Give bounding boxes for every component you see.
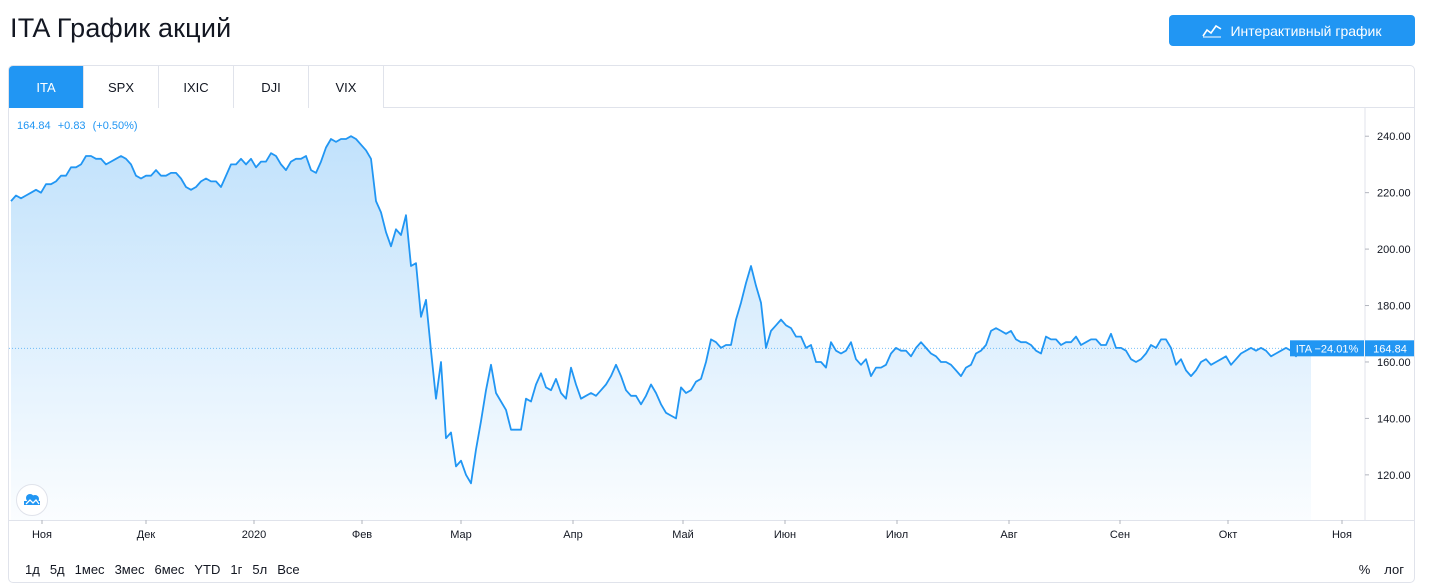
legend-change: +0.83: [57, 120, 86, 132]
x-tick-label: Июл: [886, 529, 908, 541]
page-title: ITA График акций: [10, 13, 232, 43]
y-tick-label: 180.00: [1377, 301, 1411, 313]
x-tick-label: Дек: [137, 529, 156, 541]
x-tick-label: Ноя: [1332, 529, 1352, 541]
y-tick-label: 200.00: [1377, 244, 1411, 256]
last-price-label: 164.84: [1373, 343, 1407, 355]
y-tick-label: 240.00: [1377, 131, 1411, 143]
symbol-tabs: ITA SPX IXIC DJI VIX: [9, 66, 1414, 108]
tab-spx[interactable]: SPX: [84, 66, 159, 108]
tab-vix[interactable]: VIX: [309, 66, 384, 108]
range-all[interactable]: Все: [277, 561, 300, 577]
chart-widget: ITA SPX IXIC DJI VIX 120.00 140.00 160.00 1…: [8, 65, 1415, 583]
range-1y[interactable]: 1г: [230, 561, 243, 577]
range-1m[interactable]: 1мес: [74, 561, 105, 577]
x-tick-label: 2020: [242, 529, 266, 541]
tab-ixic[interactable]: IXIC: [159, 66, 234, 108]
y-tick-label: 120.00: [1377, 470, 1411, 482]
last-price-box: [1365, 340, 1414, 357]
x-tick-label: Фев: [352, 529, 372, 541]
x-tick-label: Май: [672, 529, 694, 541]
range-6m[interactable]: 6мес: [154, 561, 185, 577]
range-5d[interactable]: 5д: [49, 561, 65, 577]
legend-change-pct: (+0.50%): [92, 120, 138, 132]
y-tick-label: 220.00: [1377, 188, 1411, 200]
interactive-chart-button[interactable]: Интерактивный график: [1169, 15, 1415, 46]
range-1d[interactable]: 1д: [25, 561, 40, 577]
log-scale-toggle[interactable]: лог: [1384, 561, 1404, 577]
price-chart[interactable]: 120.00 140.00 160.00 180.00 200.00 220.00 240.…: [9, 108, 1415, 554]
legend-price: 164.84: [17, 120, 51, 132]
price-legend: 164.84 +0.83 (+0.50%): [17, 120, 142, 132]
x-tick-label: Окт: [1219, 529, 1238, 541]
tradingview-cloud-icon[interactable]: [16, 484, 48, 516]
y-tick-label: 160.00: [1377, 357, 1411, 369]
tab-dji[interactable]: DJI: [234, 66, 309, 108]
percent-scale-toggle[interactable]: %: [1358, 561, 1371, 577]
range-bar: 1д 5д 1мес 3мес 6мес YTD 1г 5л Все % лог: [9, 554, 1414, 582]
series-label-box: [1290, 340, 1364, 357]
x-tick-label: Мар: [450, 529, 472, 541]
interactive-chart-label: Интерактивный график: [1230, 22, 1382, 39]
x-tick-label: Апр: [563, 529, 582, 541]
range-ytd[interactable]: YTD: [194, 561, 221, 577]
x-tick-label: Ноя: [32, 529, 52, 541]
price-line: [10, 135, 1312, 485]
x-tick-label: Июн: [774, 529, 796, 541]
price-area: [11, 136, 1311, 520]
range-3m[interactable]: 3мес: [114, 561, 145, 577]
y-tick-label: 140.00: [1377, 413, 1411, 425]
tab-ita[interactable]: ITA: [9, 66, 84, 108]
x-tick-label: Авг: [1000, 529, 1017, 541]
x-tick-label: Сен: [1110, 529, 1130, 541]
scale-controls: % лог: [1358, 554, 1404, 582]
range-5y[interactable]: 5л: [252, 561, 268, 577]
chart-line-icon: [1202, 24, 1222, 38]
series-label: ITA −24.01%: [1296, 343, 1359, 355]
